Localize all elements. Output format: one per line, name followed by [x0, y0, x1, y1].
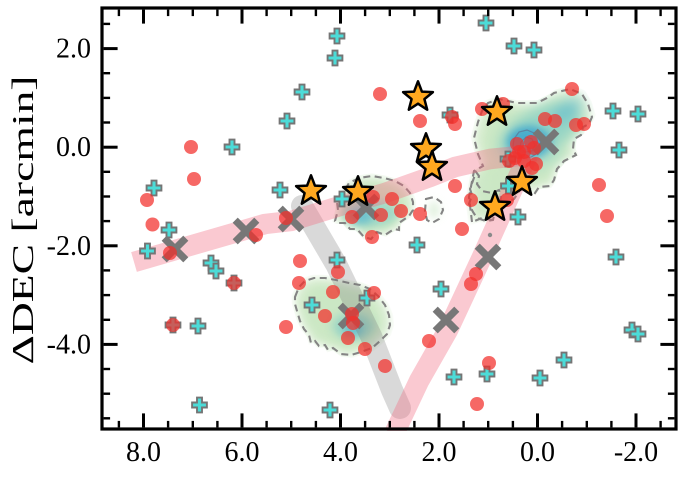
- svg-text:0.0: 0.0: [56, 132, 91, 163]
- svg-text:ΔDEC [arcmin]: ΔDEC [arcmin]: [5, 76, 40, 365]
- svg-text:4.0: 4.0: [323, 437, 358, 468]
- svg-text:-2.0: -2.0: [614, 437, 658, 468]
- svg-text:-4.0: -4.0: [47, 329, 91, 360]
- svg-text:8.0: 8.0: [126, 437, 161, 468]
- svg-text:2.0: 2.0: [422, 437, 457, 468]
- svg-text:6.0: 6.0: [225, 437, 260, 468]
- svg-text:2.0: 2.0: [56, 34, 91, 65]
- svg-text:0.0: 0.0: [520, 437, 555, 468]
- svg-text:-2.0: -2.0: [47, 231, 91, 262]
